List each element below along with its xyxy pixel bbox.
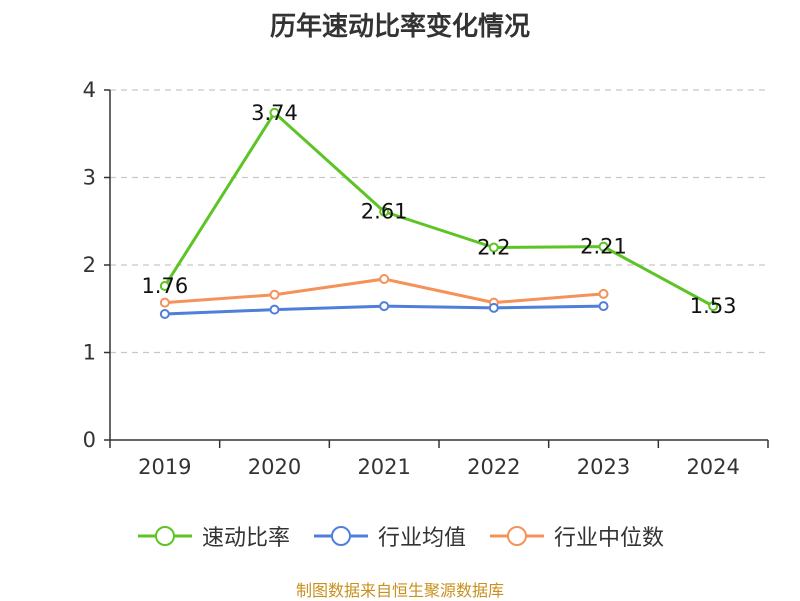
legend-label: 速动比率 — [201, 526, 290, 551]
data-point — [379, 301, 390, 312]
series-line — [163, 111, 714, 308]
x-tick-label: 2022 — [467, 455, 520, 479]
y-tick-label: 1 — [83, 341, 96, 365]
legend-item[interactable]: 速动比率 — [136, 520, 290, 552]
y-tick-label: 3 — [83, 166, 96, 190]
data-point — [159, 309, 170, 319]
data-point — [488, 242, 499, 253]
data-point — [708, 301, 719, 312]
data-label: 2.21 — [580, 235, 627, 259]
data-label: 2.2 — [477, 236, 510, 260]
y-tick-label: 4 — [83, 78, 96, 102]
axes: 0 1 2 3 4 2019 2020 2021 2022 2023 2024 — [83, 78, 769, 479]
data-point — [488, 302, 499, 313]
legend-swatch — [313, 526, 368, 546]
chart-title: 历年速动比率变化情况 — [269, 12, 530, 42]
legend-swatch — [490, 526, 544, 546]
legend-item[interactable]: 行业均值 — [312, 520, 466, 552]
y-tick-label: 0 — [83, 428, 96, 452]
x-tick-label: 2023 — [577, 455, 630, 479]
data-point — [159, 297, 170, 308]
data-point — [598, 288, 609, 299]
data-label: 3.74 — [251, 101, 298, 125]
legend-item[interactable]: 行业中位数 — [488, 520, 664, 552]
data-label: 1.76 — [141, 274, 188, 298]
data-point — [598, 301, 609, 312]
legend: 速动比率 行业均值 行业中位数 — [0, 520, 800, 552]
data-point — [379, 206, 390, 217]
legend-label: 行业均值 — [377, 526, 466, 551]
series-lines — [159, 107, 719, 319]
data-point — [159, 281, 170, 291]
data-point — [379, 274, 390, 284]
legend-label: 行业中位数 — [554, 526, 665, 551]
data-point — [269, 107, 280, 118]
x-tick-label: 2021 — [357, 455, 410, 479]
source-note: 制图数据来自恒生聚源数据库 — [295, 581, 504, 600]
legend-swatch — [137, 526, 192, 546]
data-label: 2.61 — [361, 200, 408, 224]
data-point — [269, 289, 280, 300]
x-tick-label: 2020 — [248, 455, 301, 479]
data-labels: 1.76 3.74 2.61 2.2 2.21 1.53 — [141, 101, 736, 318]
data-label: 1.53 — [690, 294, 737, 318]
y-tick-label: 2 — [83, 253, 96, 277]
x-tick-label: 2019 — [138, 455, 191, 479]
data-point — [598, 241, 609, 252]
data-point — [269, 304, 280, 315]
x-tick-label: 2024 — [686, 455, 739, 479]
